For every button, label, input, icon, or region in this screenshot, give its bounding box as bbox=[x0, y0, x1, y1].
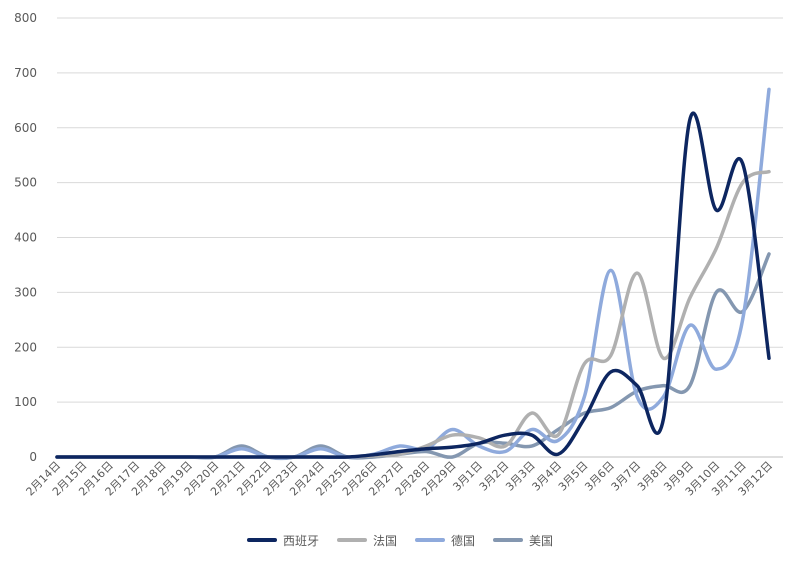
legend-swatch bbox=[336, 538, 367, 542]
y-tick-label: 300 bbox=[14, 285, 37, 299]
y-tick-label: 200 bbox=[14, 340, 37, 354]
y-tick-label: 500 bbox=[14, 176, 37, 190]
series-line-1 bbox=[55, 111, 771, 459]
y-tick-label: 600 bbox=[14, 121, 37, 135]
x-axis-tick-labels: 2月14日2月15日2月16日2月17日2月18日2月19日2月20日2月21日… bbox=[24, 459, 776, 499]
legend-item: 法国 bbox=[336, 532, 397, 549]
legend-item: 西班牙 bbox=[246, 532, 319, 549]
grid-lines bbox=[57, 17, 783, 458]
y-tick-label: 100 bbox=[14, 395, 37, 409]
legend-label: 美国 bbox=[529, 533, 554, 548]
y-tick-label: 800 bbox=[14, 11, 37, 25]
y-tick-label: 400 bbox=[14, 231, 37, 245]
legend-swatch bbox=[415, 538, 445, 542]
chart-legend: 西班牙 法国 德国 美国 bbox=[0, 528, 800, 552]
y-tick-label: 0 bbox=[29, 450, 37, 464]
legend-item: 德国 bbox=[415, 532, 475, 549]
y-tick-label: 700 bbox=[14, 66, 37, 80]
legend-label: 西班牙 bbox=[282, 533, 319, 548]
series-line-2 bbox=[55, 169, 771, 459]
y-axis-tick-labels: 0 100 200 300 400 500 600 700 800 bbox=[14, 11, 37, 464]
legend-label: 德国 bbox=[451, 533, 476, 548]
series-lines bbox=[55, 87, 771, 461]
legend-label: 法国 bbox=[372, 533, 397, 548]
legend-item: 美国 bbox=[493, 532, 553, 549]
legend-swatch bbox=[493, 538, 524, 542]
series-line-3 bbox=[55, 87, 771, 460]
legend-swatch bbox=[246, 538, 277, 542]
